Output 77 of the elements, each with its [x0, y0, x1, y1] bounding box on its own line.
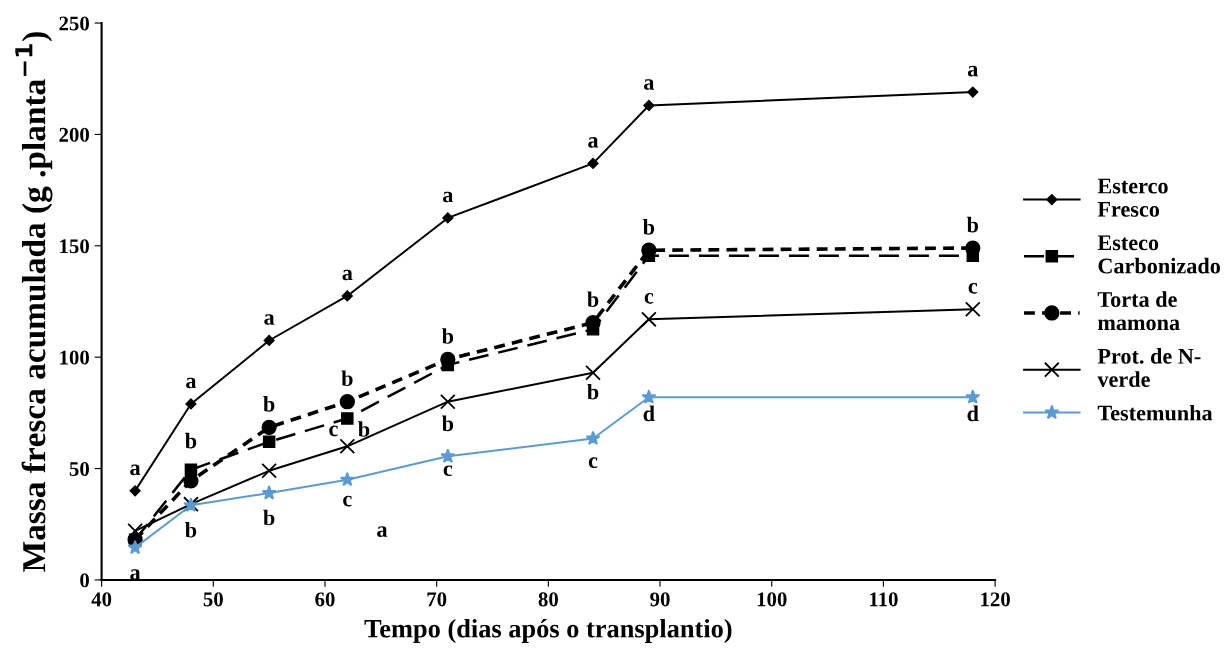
point [127, 523, 143, 539]
x-tick-label: 60 [315, 592, 335, 607]
annotation: a [130, 464, 141, 476]
point [261, 419, 277, 435]
legend-label: Testemunha [1097, 404, 1213, 421]
x-tick-label: 110 [870, 592, 898, 607]
y-tick-label: 50 [69, 461, 89, 476]
annotation: b [341, 370, 353, 387]
point [261, 485, 277, 500]
annotation: c [968, 282, 978, 294]
legend-label: Torta de mamona [1097, 291, 1180, 331]
annotation: b [441, 415, 454, 432]
x-tick-label: 40 [91, 592, 112, 607]
x-tick-label: 120 [981, 592, 1010, 607]
x-tick-label: 70 [427, 592, 447, 607]
point [339, 394, 355, 410]
annotation: a [342, 269, 353, 281]
annotation: b [358, 421, 370, 437]
point [587, 157, 599, 169]
annotation: a [377, 526, 388, 537]
annotation: a [967, 65, 978, 77]
annotation: b [185, 521, 197, 538]
point [129, 485, 141, 497]
point [341, 412, 354, 425]
point [440, 448, 456, 463]
annotation: b [642, 219, 655, 235]
point [585, 430, 601, 446]
annotation: d [967, 405, 979, 422]
annotation: c [644, 293, 654, 304]
annotation: b [587, 291, 599, 308]
annotation: b [587, 383, 599, 400]
y-tick-label: 0 [80, 573, 89, 588]
annotation: b [966, 216, 979, 233]
annotation: b [263, 509, 275, 526]
point [643, 99, 655, 112]
x-axis-title: Tempo (dias após o transplantio) [364, 618, 732, 643]
point [641, 311, 657, 328]
point [585, 364, 601, 381]
point [965, 389, 981, 404]
point [261, 462, 277, 479]
y-axis-title: Massa fresca acumulada (g .planta$^{−1}$) [15, 32, 53, 572]
point [262, 435, 276, 449]
annotation: a [588, 137, 599, 148]
point [339, 471, 355, 487]
y-tick-label: 150 [60, 239, 89, 254]
x-tick-label: 50 [203, 592, 223, 607]
x-tick-label: 100 [757, 592, 787, 607]
annotation: a [264, 314, 275, 325]
point [341, 290, 353, 302]
x-tick-label: 80 [538, 592, 558, 607]
point [185, 398, 197, 410]
point [339, 438, 356, 455]
annotation: b [441, 328, 454, 344]
x-tick-label: 90 [650, 592, 670, 607]
annotation: a [644, 79, 655, 90]
annotation: a [442, 191, 454, 203]
y-tick-label: 200 [59, 127, 89, 142]
point [439, 393, 456, 410]
annotation: c [588, 457, 598, 468]
annotation: d [643, 405, 655, 422]
y-tick-label: 250 [59, 16, 89, 31]
annotation: c [343, 495, 352, 507]
point [263, 334, 275, 347]
point [127, 539, 143, 555]
point [964, 301, 981, 318]
legend-label: Esterco Fresco [1097, 178, 1168, 217]
annotation: c [329, 425, 338, 437]
annotation: b [185, 432, 197, 449]
point [442, 212, 454, 224]
annotation: c [443, 465, 453, 477]
point [641, 389, 657, 404]
point [967, 86, 979, 98]
annotation: a [186, 377, 197, 389]
y-tick-label: 100 [60, 350, 89, 365]
legend-label: Prot. de N- verde [1097, 348, 1201, 387]
annotation: b [263, 396, 275, 412]
legend-label: Esteco Carbonizado [1097, 235, 1220, 274]
